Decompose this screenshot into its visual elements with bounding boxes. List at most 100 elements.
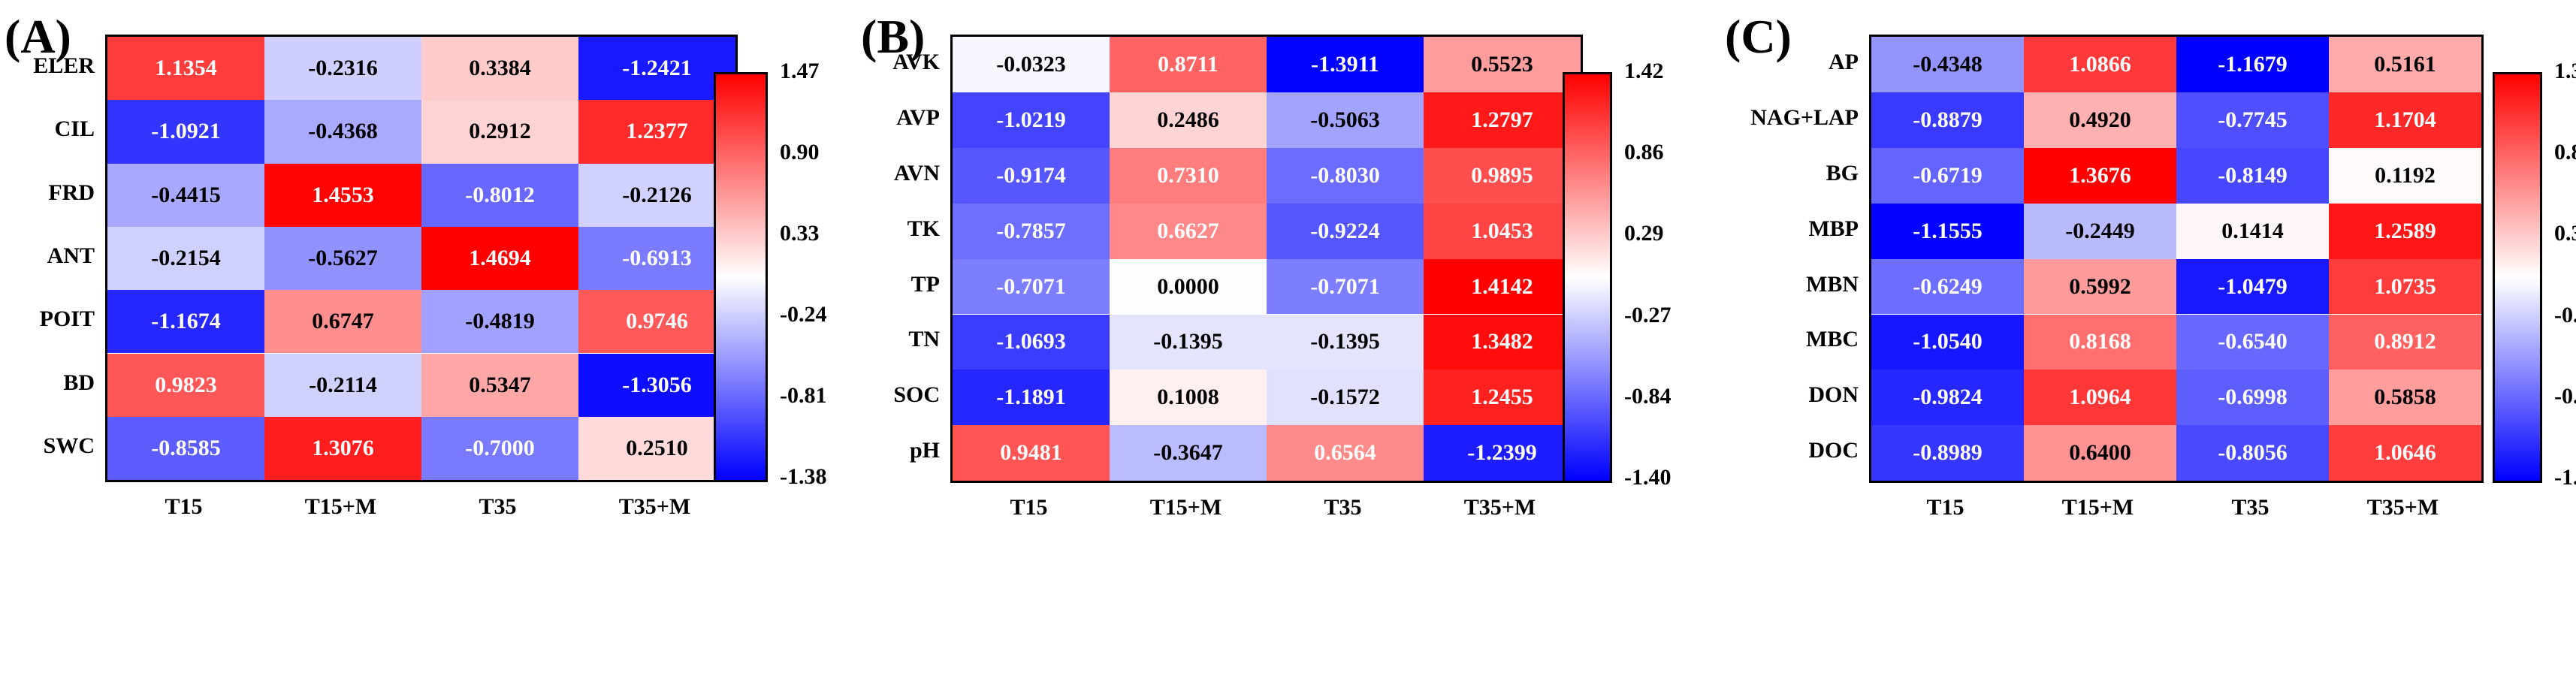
colorbar-tick-label: -1.17: [2554, 465, 2576, 490]
cell-value-label: 0.9895: [1471, 162, 1533, 188]
cell-value-label: -0.8149: [2218, 162, 2288, 188]
heatmap-cell: -1.1674: [107, 290, 264, 354]
heatmap-cell: -1.1555: [1871, 203, 2024, 259]
cell-value-label: -0.7071: [1310, 273, 1380, 299]
heatmap-cell: -1.0479: [2176, 258, 2329, 315]
cell-value-label: -0.4368: [308, 119, 378, 144]
colorbar-tick-label: 1.42: [1624, 59, 1664, 83]
heatmap-cell: -1.0540: [1871, 314, 2024, 370]
cell-value-label: 0.9823: [155, 372, 217, 397]
cell-value-label: -0.5627: [308, 246, 378, 271]
cell-value-label: -0.6719: [1913, 162, 1983, 188]
cell-value-label: 0.9481: [1000, 440, 1062, 466]
colorbar-tick-label: -0.81: [780, 383, 827, 409]
cell-value-label: 0.6747: [312, 309, 374, 334]
heatmap-cell: 0.6627: [1110, 203, 1267, 259]
heatmap-cell: 0.5992: [2024, 258, 2176, 315]
cell-value-label: -1.2399: [1467, 440, 1537, 466]
heatmap-cell: -0.7000: [421, 416, 578, 481]
heatmap-cell: -0.2154: [107, 226, 264, 291]
cell-value-label: -0.2449: [2065, 218, 2135, 243]
colorbar-tick-label: -0.24: [780, 302, 827, 327]
cell-value-label: 1.4142: [1471, 273, 1533, 299]
cell-value-label: -0.4819: [465, 309, 535, 334]
row-label: ELER: [33, 53, 95, 79]
heatmap-cell: -0.8149: [2176, 147, 2329, 204]
heatmap-cell: -0.5627: [264, 226, 421, 291]
column-label: T35: [479, 494, 517, 520]
heatmap-cell: 0.2912: [421, 100, 578, 164]
cell-value-label: -0.7000: [465, 435, 535, 460]
cell-value-label: -0.9824: [1913, 385, 1983, 410]
cell-value-label: -1.1555: [1913, 218, 1983, 243]
heatmap-cell: -0.0323: [953, 37, 1110, 92]
column-label: T35+M: [618, 494, 691, 520]
cell-value-label: 1.3676: [2069, 162, 2131, 188]
heatmap-cell: -1.2399: [1424, 425, 1581, 481]
heatmap-cell: -0.8056: [2176, 425, 2329, 481]
column-label: T35: [2231, 495, 2269, 521]
cell-value-label: 0.6564: [1314, 440, 1376, 466]
heatmap-cell: 0.5523: [1424, 37, 1581, 92]
colorbar-tick-label: 0.90: [780, 140, 820, 165]
heatmap-cell: 1.0735: [2329, 258, 2481, 315]
heatmap-cell: 0.8912: [2329, 314, 2481, 370]
heatmap-cell: 0.8711: [1110, 37, 1267, 92]
heatmap-cell: -0.9224: [1267, 203, 1424, 259]
heatmap-cell: -0.2316: [264, 37, 421, 101]
row-label: AVN: [893, 160, 940, 186]
column-label: T35+M: [2366, 495, 2439, 521]
row-label: AP: [1829, 49, 1859, 74]
heatmap-cell: -0.1395: [1267, 314, 1424, 370]
heatmap-cell: -1.0693: [953, 314, 1110, 370]
row-label: BD: [63, 370, 95, 395]
row-label: SOC: [893, 382, 940, 408]
heatmap-grid: -0.0323 0.8711 -1.3911 0.5523 -1.0219 0.2486 -…: [950, 35, 1583, 484]
heatmap-cell: -0.8585: [107, 416, 264, 481]
colorbar-tick-label: 0.35: [2554, 221, 2576, 246]
column-label: T15+M: [2061, 495, 2134, 521]
heatmap-cell: -0.2449: [2024, 203, 2176, 259]
heatmap-grid: 1.1354 -0.2316 0.3384 -1.2421 -1.0921 -0.4368…: [105, 35, 738, 483]
cell-value-label: 0.5161: [2374, 51, 2436, 77]
heatmap-cell: -0.4348: [1871, 37, 2024, 92]
heatmap-cell: -0.6719: [1871, 147, 2024, 204]
row-label: CIL: [54, 116, 95, 142]
heatmap-cell: 1.1354: [107, 37, 264, 101]
cell-value-label: -0.1395: [1153, 329, 1223, 355]
heatmap-grid: -0.4348 1.0866 -1.1679 0.5161 -0.8879 0.4920 -…: [1869, 35, 2484, 484]
cell-value-label: -0.6540: [2218, 329, 2288, 355]
row-label: MBP: [1808, 216, 1859, 241]
colorbar-tick-label: -0.66: [2554, 383, 2576, 409]
cell-value-label: 0.8912: [2374, 329, 2436, 355]
heatmap-cell: 0.1008: [1110, 370, 1267, 426]
cell-value-label: -1.3911: [1311, 51, 1379, 77]
row-label: pH: [909, 438, 940, 463]
cell-value-label: 0.9746: [626, 309, 688, 334]
heatmap-cell: 0.9823: [107, 353, 264, 417]
panel-label: (C): [1725, 10, 1792, 63]
cell-value-label: 1.0646: [2374, 440, 2436, 466]
heatmap-cell: 1.2377: [578, 100, 735, 164]
cell-value-label: 0.8168: [2069, 329, 2131, 355]
cell-value-label: 0.2510: [626, 435, 688, 460]
cell-value-label: 0.4920: [2069, 107, 2131, 132]
heatmap-cell: 0.6564: [1267, 425, 1424, 481]
cell-value-label: 1.0964: [2069, 385, 2131, 410]
panel-label: (A): [5, 10, 71, 63]
heatmap-cell: -1.1891: [953, 370, 1110, 426]
colorbar-tick-label: -1.38: [780, 464, 827, 490]
cell-value-label: -1.0219: [996, 107, 1066, 132]
cell-value-label: -0.2316: [308, 56, 378, 81]
heatmap-cell: -1.3056: [578, 353, 735, 417]
cell-value-label: 0.1414: [2221, 218, 2284, 243]
heatmap-cell: -0.7071: [1267, 258, 1424, 315]
cell-value-label: -0.1572: [1310, 385, 1380, 410]
row-label: TN: [908, 327, 940, 352]
cell-value-label: -1.0540: [1913, 329, 1983, 355]
heatmap-cell: -0.1572: [1267, 370, 1424, 426]
cell-value-label: 1.0866: [2069, 51, 2131, 77]
cell-value-label: 0.0000: [1157, 273, 1219, 299]
cell-value-label: 0.3384: [469, 56, 531, 81]
heatmap-cell: -0.7071: [953, 258, 1110, 315]
